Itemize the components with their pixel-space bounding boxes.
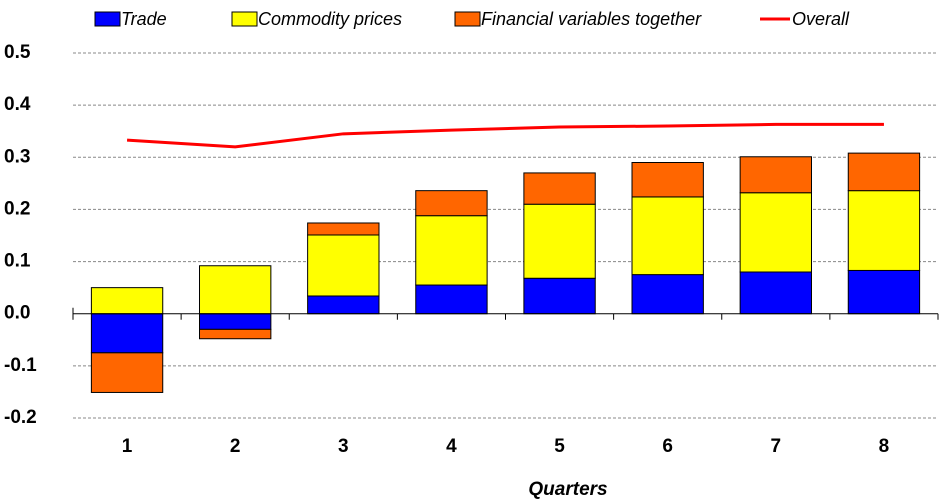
x-tick-label: 3	[338, 436, 349, 457]
legend-label: Commodity prices	[258, 9, 402, 29]
bar-segment	[523, 277, 596, 315]
y-tick-label: 0.5	[4, 42, 31, 63]
legend-swatch	[94, 11, 121, 27]
bar-segment	[847, 152, 921, 192]
y-tick-label: -0.2	[4, 407, 37, 428]
legend-label: Overall	[792, 9, 850, 29]
x-tick-label: 8	[879, 436, 890, 457]
x-tick-label: 6	[662, 436, 673, 457]
x-tick-label: 1	[122, 436, 133, 457]
y-tick-label: 0.3	[4, 146, 30, 167]
bar-segment	[847, 190, 921, 271]
bar-segment	[90, 313, 164, 354]
bar-segment	[631, 274, 704, 315]
bar-segment	[199, 313, 272, 330]
bar-segment	[90, 352, 164, 393]
legend-swatch	[454, 11, 481, 27]
bar-segment	[307, 234, 380, 297]
bar-segment	[90, 287, 164, 315]
bar-segment	[307, 295, 380, 315]
bar-segment	[739, 192, 812, 273]
bar-segment	[631, 162, 704, 198]
y-tick-label: 0.2	[4, 198, 30, 219]
x-tick-label: 2	[230, 436, 241, 457]
bar-segment	[415, 284, 488, 315]
bar-segment	[523, 203, 596, 279]
legend-label: Financial variables together	[481, 9, 702, 29]
x-tick-label: 7	[771, 436, 782, 457]
bar-segment	[631, 196, 704, 276]
y-tick-label: 0.0	[4, 303, 30, 324]
line-series	[126, 122, 884, 149]
y-tick-label: 0.4	[4, 94, 31, 115]
bar-segment	[415, 190, 488, 217]
bar-segment	[199, 265, 272, 315]
x-axis-title: Quarters	[528, 479, 607, 500]
bar-segment	[415, 215, 488, 286]
y-tick-label: 0.1	[4, 251, 31, 272]
bar-segment	[739, 156, 812, 194]
x-tick-label: 5	[554, 436, 565, 457]
bar-segment	[307, 222, 380, 236]
legend-label: Trade	[121, 9, 167, 29]
bar-segment	[199, 328, 272, 340]
y-tick-label: -0.1	[4, 355, 37, 376]
bar-segment	[739, 271, 812, 315]
bar-segment	[523, 172, 596, 205]
x-tick-label: 4	[446, 436, 457, 457]
legend-swatch	[231, 11, 258, 27]
bar-segment	[847, 269, 921, 315]
